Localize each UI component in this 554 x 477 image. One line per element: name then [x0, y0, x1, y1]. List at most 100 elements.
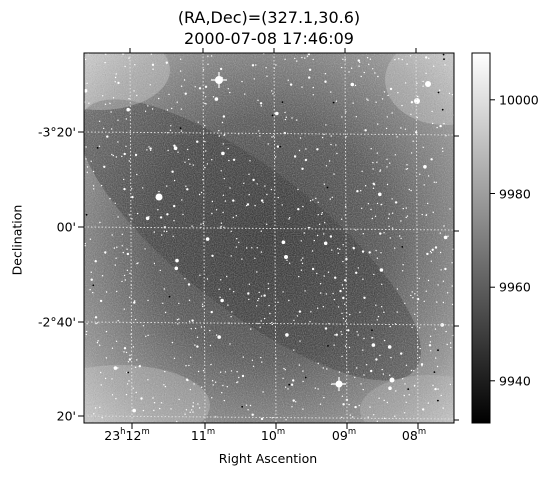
star [199, 274, 201, 276]
star [187, 379, 189, 382]
star [93, 413, 95, 415]
star [359, 311, 361, 313]
star [152, 68, 154, 70]
star [175, 258, 179, 263]
dark-pixel [437, 91, 440, 94]
star [386, 158, 388, 160]
star [425, 290, 427, 292]
axis-ticks [78, 48, 459, 429]
star [277, 196, 279, 199]
star [85, 333, 88, 336]
star [214, 381, 217, 383]
star [111, 394, 114, 396]
star [222, 143, 224, 145]
star [153, 231, 155, 233]
star [132, 408, 136, 413]
star [86, 166, 89, 168]
star [258, 291, 260, 294]
star [342, 403, 345, 406]
star [204, 102, 206, 105]
star [317, 362, 319, 365]
dec-grid-line [84, 226, 454, 231]
star [374, 72, 376, 74]
star [230, 316, 232, 318]
star [260, 230, 262, 232]
star [245, 404, 248, 406]
star [377, 123, 379, 125]
star [445, 330, 447, 333]
star [412, 140, 414, 142]
dark-pixel [96, 147, 99, 149]
star [423, 165, 427, 169]
dark-pixel [326, 186, 329, 189]
star [362, 233, 364, 235]
dec-tick-label: 00' [56, 219, 76, 235]
star [177, 151, 179, 153]
star [381, 98, 384, 100]
star [425, 56, 428, 59]
star [249, 160, 251, 162]
star [390, 356, 392, 359]
star [171, 341, 174, 344]
star [181, 199, 183, 201]
star [166, 185, 168, 187]
star [356, 331, 358, 333]
star [151, 63, 155, 66]
star [132, 387, 134, 389]
star [192, 164, 194, 166]
star [300, 259, 302, 261]
star [383, 417, 386, 419]
star [344, 345, 347, 347]
star [253, 78, 255, 80]
star [327, 271, 330, 273]
star [394, 59, 396, 61]
star [400, 352, 403, 355]
star [92, 185, 95, 187]
star [236, 238, 238, 240]
star [356, 367, 358, 369]
star [223, 399, 225, 402]
star [425, 214, 428, 216]
star [344, 320, 347, 322]
dark-pixel [304, 376, 307, 379]
star [271, 417, 273, 419]
star [112, 97, 115, 99]
star [266, 193, 268, 196]
star [349, 414, 351, 416]
star [320, 213, 323, 215]
star [354, 376, 356, 379]
star [93, 188, 95, 190]
star [229, 343, 231, 345]
star [133, 301, 136, 304]
star [202, 69, 205, 71]
star [173, 144, 176, 147]
star [210, 310, 213, 314]
star [261, 418, 264, 420]
star [289, 217, 291, 219]
star [381, 306, 383, 308]
figure-title-line-1: (RA,Dec)=(327.1,30.6) [177, 8, 361, 27]
star [293, 349, 295, 351]
star [322, 367, 324, 369]
star [302, 257, 304, 259]
star [297, 208, 300, 211]
star [405, 82, 407, 84]
dec-tick-label: -3°20' [37, 124, 76, 140]
star [142, 409, 145, 412]
star [381, 368, 383, 371]
star [117, 367, 119, 369]
star [429, 335, 432, 337]
star [284, 58, 286, 60]
dark-pixel [279, 145, 282, 148]
star [111, 128, 113, 130]
star [360, 75, 362, 78]
star [248, 283, 251, 285]
star [376, 202, 379, 205]
star [147, 299, 149, 302]
star [281, 204, 283, 206]
star [222, 115, 226, 118]
star [212, 96, 215, 98]
star [451, 94, 454, 96]
star [247, 409, 249, 411]
star [173, 179, 176, 182]
